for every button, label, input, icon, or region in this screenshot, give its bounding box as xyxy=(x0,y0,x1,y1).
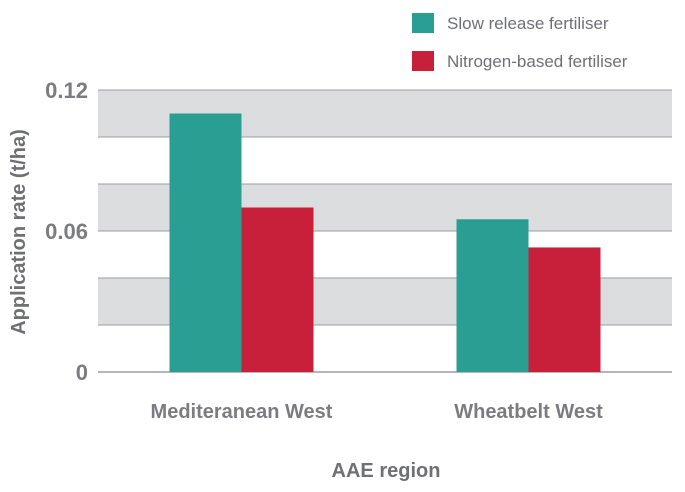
legend: Slow release fertiliser Nitrogen-based fe… xyxy=(412,13,628,71)
legend-label: Slow release fertiliser xyxy=(447,14,609,33)
y-axis-title: Application rate (t/ha) xyxy=(8,129,30,335)
bars xyxy=(169,113,601,372)
bar xyxy=(528,247,601,372)
y-tick-label: 0.06 xyxy=(45,219,88,244)
legend-label: Nitrogen-based fertiliser xyxy=(447,52,628,71)
legend-swatch xyxy=(412,13,434,33)
y-tick-label: 0 xyxy=(76,360,88,385)
y-tick-label: 0.12 xyxy=(45,78,88,103)
x-category-labels: Mediteranean West Wheatbelt West xyxy=(151,401,604,423)
bar xyxy=(241,207,314,372)
legend-swatch xyxy=(412,51,434,71)
x-category-label: Mediteranean West xyxy=(151,401,333,423)
x-axis-title: AAE region xyxy=(332,460,441,482)
y-tick-labels: 0 0.06 0.12 xyxy=(45,78,88,385)
x-category-label: Wheatbelt West xyxy=(454,401,603,423)
bar xyxy=(456,219,529,372)
bar xyxy=(169,113,242,372)
